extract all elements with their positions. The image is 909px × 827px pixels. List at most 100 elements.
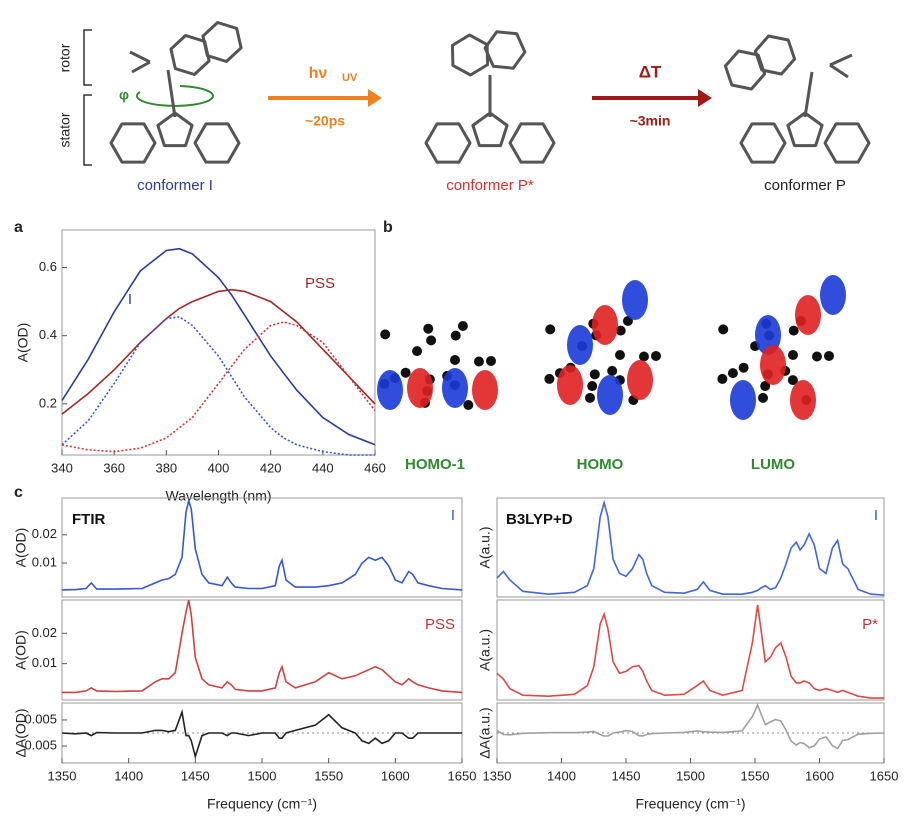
x-tick-label: 1650 — [448, 768, 477, 783]
x-tick-label: 1600 — [805, 768, 834, 783]
line-series — [62, 501, 462, 590]
x-tick-label: 1650 — [870, 768, 899, 783]
arrow-head — [368, 89, 382, 107]
line-series — [62, 322, 375, 452]
x-axis-label: Frequency (cm⁻¹) — [635, 796, 745, 812]
step1-time: ~20ps — [305, 113, 345, 129]
line-series — [62, 317, 375, 455]
orbital-lobe — [790, 380, 816, 420]
atom — [451, 331, 461, 341]
y-tick-label: 0.01 — [32, 655, 57, 670]
orbital-lobe — [442, 368, 468, 408]
y-tick-label: 0.005 — [24, 711, 57, 726]
atom — [545, 324, 555, 334]
annotation: I — [128, 291, 132, 308]
panel-label: a — [14, 219, 23, 236]
figure: rotor stator φ hν UV ~20ps ΔT ~3min conf… — [0, 0, 909, 827]
atom — [718, 324, 728, 334]
x-tick-label: 1350 — [48, 768, 77, 783]
bond — [168, 70, 175, 117]
ring — [510, 124, 554, 162]
y-axis-label: A(OD) — [13, 528, 29, 568]
conformer-label: conformer I — [137, 177, 213, 194]
atom — [585, 393, 595, 403]
y-axis-label: A(a.u.) — [477, 629, 493, 671]
plot-frame — [497, 600, 884, 700]
bond — [805, 72, 812, 117]
ring — [426, 124, 470, 162]
panel-label: b — [383, 219, 393, 236]
x-tick-label: 1550 — [314, 768, 343, 783]
annotation: B3LYP+D — [506, 511, 573, 528]
orbital-lobe — [820, 275, 846, 315]
rotor-label: rotor — [57, 43, 73, 72]
ring — [788, 113, 822, 146]
bracket — [84, 30, 92, 165]
panel-label: c — [14, 484, 23, 501]
ring — [473, 113, 507, 146]
line-series — [62, 290, 375, 414]
orbital-lobe — [622, 280, 648, 320]
y-tick-label: 0.02 — [32, 526, 57, 541]
line-series — [62, 600, 462, 692]
atom — [380, 329, 390, 339]
atom — [824, 351, 834, 361]
y-tick-label: 0.02 — [32, 625, 57, 640]
atom — [401, 368, 411, 378]
atom — [639, 351, 649, 361]
atom — [788, 350, 798, 360]
annotation: PSS — [305, 275, 335, 292]
orbital-label: HOMO-1 — [405, 456, 465, 473]
orbital-lobe — [760, 345, 786, 385]
orbital-lobe — [627, 360, 653, 400]
atom — [812, 351, 822, 361]
orbital-lobe — [795, 295, 821, 335]
conformer-label: conformer P — [764, 177, 846, 194]
rotation-arrow — [137, 86, 213, 106]
atom — [544, 374, 554, 384]
phi-label: φ — [119, 87, 129, 103]
atom — [412, 346, 422, 356]
ring — [725, 51, 764, 89]
atom — [607, 366, 617, 376]
x-axis-label: Wavelength (nm) — [165, 488, 271, 504]
x-tick-label: 400 — [208, 460, 230, 475]
x-axis-label: Frequency (cm⁻¹) — [207, 796, 317, 812]
annotation: I — [874, 507, 878, 524]
ring — [741, 124, 785, 162]
x-tick-label: 1350 — [483, 768, 512, 783]
atom — [426, 335, 436, 345]
x-tick-label: 360 — [103, 460, 125, 475]
stator-label: stator — [57, 112, 73, 147]
ring — [111, 124, 155, 162]
orbital-lobe — [557, 365, 583, 405]
atom — [651, 351, 661, 361]
line-series — [497, 605, 884, 698]
step1-subscript: UV — [342, 72, 358, 84]
ring — [452, 35, 487, 75]
ring — [195, 124, 239, 162]
ring — [825, 124, 869, 162]
annotation: FTIR — [72, 511, 105, 528]
y-tick-label: 0.2 — [39, 395, 57, 410]
y-tick-label: 0.4 — [39, 327, 57, 342]
step1-symbol: hν — [309, 65, 328, 82]
ring — [158, 113, 192, 146]
x-tick-label: 460 — [364, 460, 386, 475]
ring — [203, 23, 241, 62]
annotation: P* — [862, 616, 878, 633]
x-tick-label: 440 — [312, 460, 334, 475]
atom — [474, 356, 484, 366]
x-tick-label: 1450 — [612, 768, 641, 783]
step2-time: ~3min — [630, 113, 671, 129]
orbital-lobe — [472, 370, 498, 410]
y-axis-label: ΔA(a.u.) — [477, 707, 493, 758]
arrow-head — [698, 89, 712, 107]
atom — [717, 374, 727, 384]
y-axis-label: A(OD) — [15, 323, 31, 363]
conformer-label: conformer P* — [446, 177, 534, 194]
orbital-label: LUMO — [751, 456, 795, 473]
atom — [739, 363, 749, 373]
atom — [789, 326, 799, 336]
atom — [615, 350, 625, 360]
